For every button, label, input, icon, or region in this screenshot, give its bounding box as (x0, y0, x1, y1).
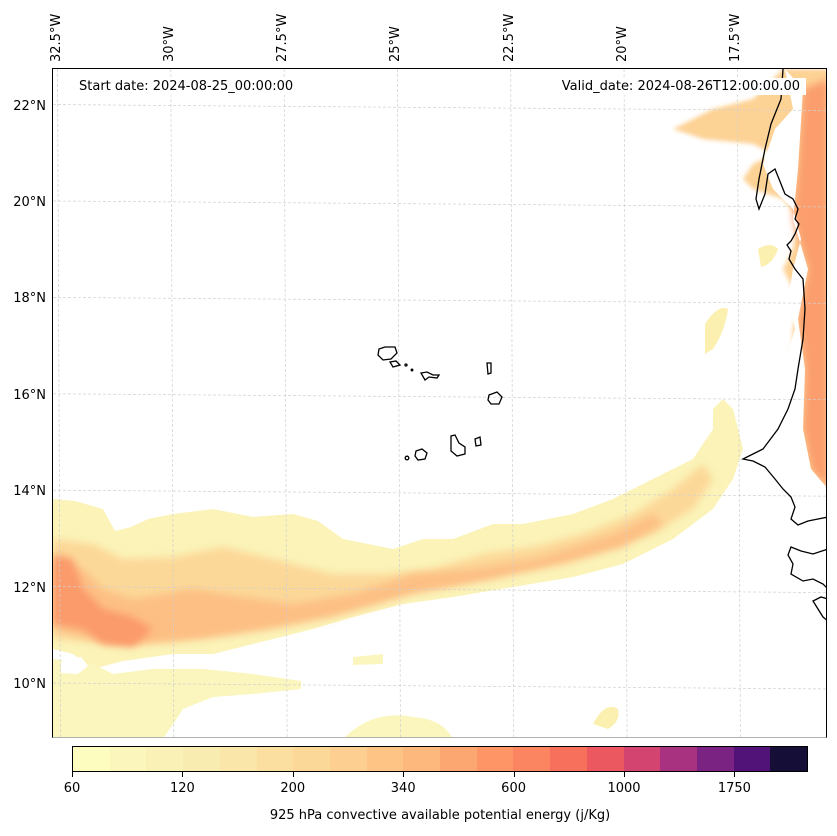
colorbar-tick-label: 200 (280, 781, 306, 796)
island-fogo (414, 448, 428, 461)
colorbar-segment (219, 747, 257, 771)
colorbar-segment (770, 747, 808, 771)
longitude-tick-label: 20°W (615, 26, 631, 62)
gridline-lat (53, 200, 826, 208)
colorbar-segment (733, 747, 771, 771)
latitude-tick-label: 14°N (13, 484, 46, 500)
cape-west-max (53, 554, 153, 647)
cape-field (53, 69, 826, 737)
colorbar-tick-label: 1750 (717, 781, 751, 796)
island-santiago (450, 434, 466, 457)
colorbar-segment (73, 747, 110, 771)
colorbar-segment (513, 747, 551, 771)
colorbar-segment (329, 747, 367, 771)
island-santa-luzia (404, 363, 408, 367)
start-date-label: Start date: 2024-08-25_00:00:00 (73, 78, 300, 95)
colorbar-segment (109, 747, 147, 771)
coastline-guinea-bissau (787, 546, 826, 588)
longitude-tick-label: 22.5°W (501, 13, 517, 62)
colorbar-tick (182, 772, 184, 777)
colorbar-segment (183, 747, 220, 771)
colorbar-segment (550, 747, 587, 771)
colorbar-tick (72, 772, 73, 777)
gridline-lat (53, 297, 826, 304)
colorbar (72, 746, 808, 772)
island-sal (486, 362, 492, 375)
colorbar-tick-label: 340 (390, 781, 416, 796)
island-sao-nicolau (419, 371, 441, 381)
cape-verde-islands (377, 346, 503, 461)
gridline-lat (53, 104, 826, 111)
cape-isolated-2 (758, 245, 778, 267)
colorbar-segment (256, 747, 294, 771)
colorbar-segment (403, 747, 441, 771)
gridline-lat (53, 682, 826, 690)
longitude-tick-label: 32.5°W (48, 13, 64, 62)
longitude-tick-label: 17.5°W (728, 13, 744, 62)
colorbar-tick (734, 772, 736, 777)
cape-east-core (793, 79, 826, 487)
latitude-tick-label: 10°N (13, 676, 46, 692)
gridline-lon (397, 69, 401, 737)
colorbar-tick-label: 1000 (607, 781, 641, 796)
gridline-lat (53, 586, 826, 593)
cape-south-tongue (53, 659, 301, 737)
coastline-mauritania-senegal (741, 69, 826, 526)
island-maio (474, 436, 482, 447)
cape-isolated-3 (353, 654, 383, 665)
gridline-lat (53, 489, 826, 497)
island-branco (410, 368, 414, 372)
colorbar-segment (366, 747, 404, 771)
colorbar-segment (476, 747, 514, 771)
island-santo-antao (377, 346, 398, 361)
cape-band-core (53, 514, 663, 644)
cape-south-blob-2 (593, 706, 619, 729)
colorbar-tick-label: 600 (501, 781, 527, 796)
colorbar-tick (292, 772, 294, 777)
colorbar-segment (293, 747, 330, 771)
colorbar-segment (660, 747, 697, 771)
coastlines (741, 69, 826, 621)
latitude-tick-label: 16°N (13, 387, 46, 403)
gridline-lat (53, 393, 826, 401)
gridline-lon (510, 69, 515, 737)
colorbar-segment (623, 747, 661, 771)
island-boa-vista (487, 391, 503, 405)
colorbar-segment (586, 747, 624, 771)
map-panel: Start date: 2024-08-25_00:00:00 Valid_da… (52, 68, 827, 738)
colorbar-tick (403, 772, 405, 777)
gridline-lon (623, 69, 628, 737)
cape-hole (61, 657, 88, 674)
colorbar-segment (440, 747, 477, 771)
latitude-tick-label: 22°N (13, 98, 46, 114)
longitude-tick-label: 30°W (161, 26, 177, 62)
latitude-tick-label: 12°N (13, 580, 46, 596)
latitude-tick-label: 18°N (13, 291, 46, 307)
gridline-lon (283, 69, 288, 737)
gridlines (53, 69, 826, 737)
gridline-lon (170, 69, 175, 737)
colorbar-tick (513, 772, 515, 777)
valid-date-label: Valid_date: 2024-08-26T12:00:00.00 (555, 78, 806, 95)
cape-south-blob (345, 715, 452, 737)
colorbar-tick (624, 772, 625, 777)
coastline-guinea (812, 596, 826, 621)
land-no-data (741, 69, 826, 529)
colorbar-title: 925 hPa convective available potential e… (269, 808, 611, 823)
colorbar-segment (146, 747, 184, 771)
gridline-lon (57, 69, 61, 737)
colorbar-tick-label: 60 (63, 781, 81, 796)
gridline-lon (737, 69, 741, 737)
cape-isolated-1 (705, 308, 728, 354)
colorbar-segment (696, 747, 734, 771)
island-sao-vicente (388, 360, 402, 368)
map-canvas (53, 69, 826, 737)
longitude-tick-label: 25°W (388, 26, 404, 62)
latitude-tick-label: 20°N (13, 194, 46, 210)
colorbar-tick-label: 120 (169, 781, 195, 796)
island-brava (404, 455, 410, 461)
longitude-tick-label: 27.5°W (275, 13, 291, 62)
